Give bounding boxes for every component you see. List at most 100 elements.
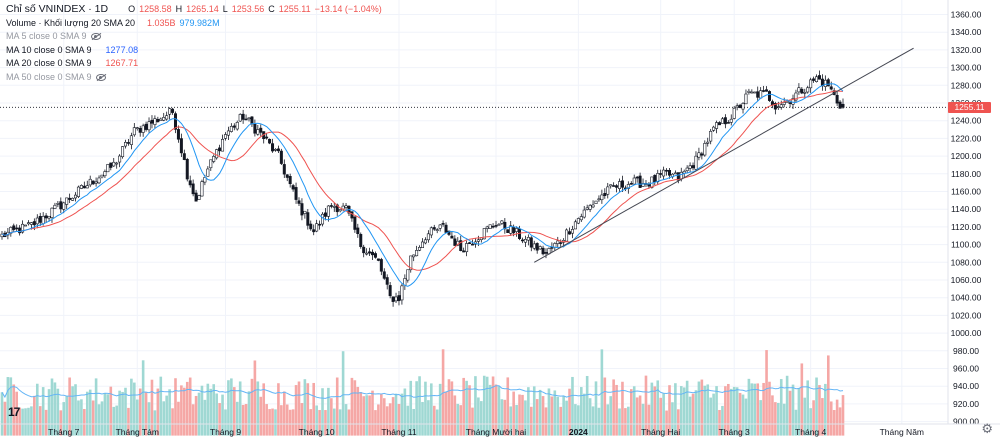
volume-bar [779,379,783,436]
candle-body [541,247,545,255]
volume-bar [112,406,116,436]
candle-body [221,139,225,152]
volume-bar [703,385,707,436]
volume-bar [6,377,10,436]
candle-body [626,184,630,189]
volume-bar [124,387,127,436]
candle-body [362,246,366,254]
volume-bar [171,408,174,436]
candle-body [615,185,619,188]
candle-body [56,203,60,205]
volume-bar [565,400,568,436]
volume-bar [547,388,551,436]
candle-body [582,209,586,218]
volume-bar [50,378,54,436]
candle-body [329,205,333,207]
ma5-indicator-row[interactable]: MA 5 close 0 SMA 9 [6,30,382,44]
candle-body [121,146,125,158]
candle-body [288,176,292,185]
candle-body [782,102,786,105]
volume-bar [100,401,104,436]
volume-bar [159,376,163,436]
volume-bar [444,391,448,436]
price-tick-label: 1140.00 [951,204,981,214]
volume-bar [115,405,118,436]
volume-bar [424,381,427,436]
candle-body [629,183,633,185]
volume-bar [71,386,74,436]
candle-body [226,130,230,136]
candle-body [679,171,683,180]
candle-body [238,114,242,122]
candle-body [312,229,316,233]
tradingview-logo[interactable]: 17 [8,405,20,419]
volume-bar [485,376,489,436]
candle-body [653,174,657,183]
candle-body [538,246,542,250]
candle-body [738,104,742,108]
hidden-eye-icon[interactable] [90,33,101,41]
volume-bar [191,404,195,436]
time-tick-label: Tháng Năm [880,427,924,437]
candle-body [247,117,251,120]
volume-bar [291,409,295,436]
candle-body [826,79,830,87]
candle-body [191,183,195,195]
candle-body [700,153,704,156]
volume-bar [138,388,142,436]
volume-bar [35,383,39,436]
trendline[interactable] [533,47,914,263]
volume-bar [0,392,4,436]
volume-bar [568,388,571,436]
candle-body [385,277,389,285]
candle-body [829,86,833,90]
volume-bar [409,380,413,436]
candle-body [809,79,813,89]
ma50-indicator-row[interactable]: MA 50 close 0 SMA 9 [6,71,382,85]
ma20-indicator-row[interactable]: MA 20 close 0 SMA 9 1267.71 [6,57,382,71]
candle-body [206,168,210,177]
hidden-eye-icon[interactable] [95,73,106,81]
volume-value: 1.035B [147,17,176,28]
time-tick-label: Tháng Mười hai [466,427,527,437]
candle-body [85,185,89,189]
volume-bar [53,382,57,436]
candle-body [588,205,592,210]
volume-bar [368,395,371,436]
candle-body [350,211,354,219]
volume-bar [559,406,563,436]
time-axis[interactable]: Tháng 7 Tháng Tám Tháng 9 Tháng 10 Tháng 11 T… [0,423,1000,437]
price-tick-label: 920.00 [953,399,979,409]
candle-body [468,242,472,244]
candle-body [576,218,580,224]
candle-body [273,149,277,151]
candle-body [112,161,116,167]
volume-bar [765,350,768,436]
volume-bar [65,396,68,436]
volume-bar [280,405,283,436]
volume-bar [418,376,421,436]
volume-bar [133,382,136,436]
volume-bar [506,377,510,436]
gear-icon[interactable]: ⚙ [981,421,993,436]
volume-bar [324,410,327,436]
price-axis[interactable]: 1360.001340.001320.001300.001280.001260.… [947,0,1000,439]
volume-bar [185,381,189,436]
ohlc-low: 1253.56 [231,4,265,14]
candle-body [685,167,689,171]
ma10-indicator-row[interactable]: MA 10 close 0 SMA 9 1277.08 [6,44,382,58]
price-tick-label: 1160.00 [951,187,981,197]
volume-bar [68,377,71,436]
candle-body [294,187,298,200]
volume-indicator-row[interactable]: Volume · Khối lượng 20 SMA 20 1.035B 979… [6,17,382,31]
symbol-title[interactable]: Chỉ số VNINDEX · 1D [6,3,109,15]
volume-bar [356,386,360,436]
trendline-segment[interactable] [533,47,914,263]
volume-bar [685,380,689,436]
candle-body [291,185,295,190]
candle-body [438,224,442,229]
volume-bar [494,384,498,436]
volume-bar [635,397,639,436]
